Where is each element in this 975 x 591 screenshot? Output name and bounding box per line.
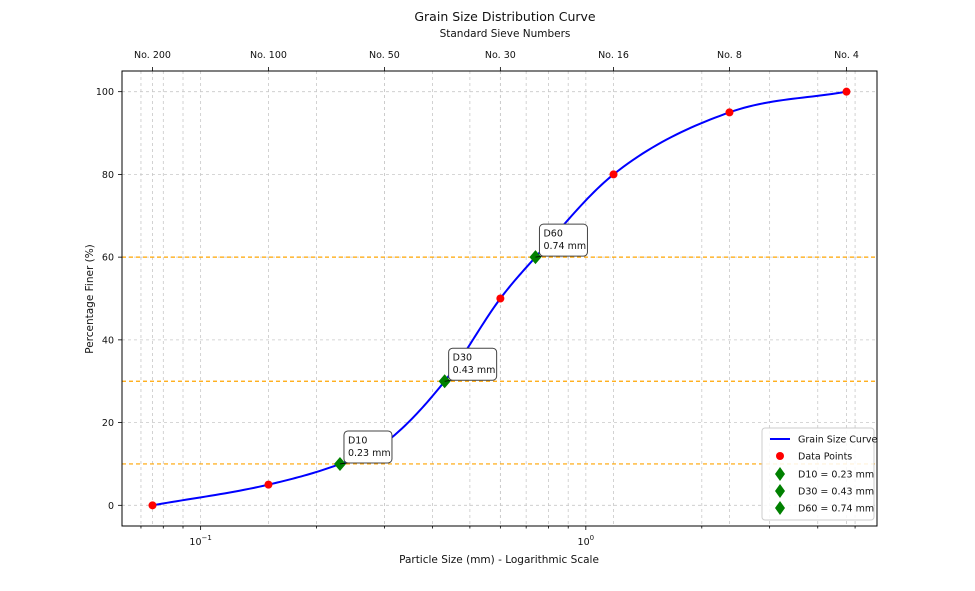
top-tick-label: No. 8 [717,50,742,61]
data-point [725,108,734,117]
annotation-box [538,223,588,257]
data-point [264,480,273,489]
legend-label: D60 = 0.74 mm [798,504,874,515]
y-tick-label: 40 [102,335,114,346]
legend-label: D30 = 0.43 mm [798,487,874,498]
annotation-value: 0.43 mm [453,365,496,376]
top-tick-label: No. 30 [485,50,516,61]
legend-label: Grain Size Curve [798,435,877,446]
y-tick-label: 100 [96,87,114,98]
legend-diamond-swatch [775,484,785,498]
axes: No. 200 No. 100 No. 50 No. 30 No. 16 No. 8 No.… [96,50,859,548]
x-tick-label: 100 [578,534,595,548]
legend-diamond-swatch [775,501,785,515]
legend-diamond-swatch [775,467,785,481]
annotation-label: D30 [453,353,472,364]
x-tick-label: 10−1 [189,534,211,548]
y-tick-label: 60 [102,253,114,264]
annotation-label: D10 [348,435,367,446]
top-axis-label: Standard Sieve Numbers [440,28,571,40]
top-tick-label: No. 50 [369,50,400,61]
annotation-value: 0.23 mm [348,448,391,459]
grain-size-curve [152,90,847,507]
legend-label: Data Points [798,452,852,463]
legend-label: D10 = 0.23 mm [798,470,874,481]
legend-dot-swatch [776,452,784,460]
y-tick-label: 80 [102,170,114,181]
annotation-label: D60 [543,229,562,240]
top-tick-label: No. 16 [598,50,629,61]
annotation-box [448,347,498,381]
top-tick-label: No. 100 [250,50,287,61]
data-point [148,501,157,510]
legend-box [761,427,875,521]
markers [148,87,851,510]
top-tick-label: No. 200 [134,50,171,61]
chart-title: Grain Size Distribution Curve [414,9,596,24]
annotation-box [343,430,393,464]
data-point [842,87,851,96]
x-axis-label: Particle Size (mm) - Logarithmic Scale [399,554,599,566]
annotation-value: 0.74 mm [543,241,586,252]
y-axis-label: Percentage Finer (%) [84,244,96,354]
y-tick-label: 20 [102,418,114,429]
series [152,90,847,507]
legend: Grain Size Curve Data Points D10 = 0.23 … [761,427,877,521]
top-tick-label: No. 4 [834,50,859,61]
y-tick-label: 0 [108,501,114,512]
data-point [609,170,618,179]
data-point [496,294,505,303]
plot-frame [121,70,878,527]
